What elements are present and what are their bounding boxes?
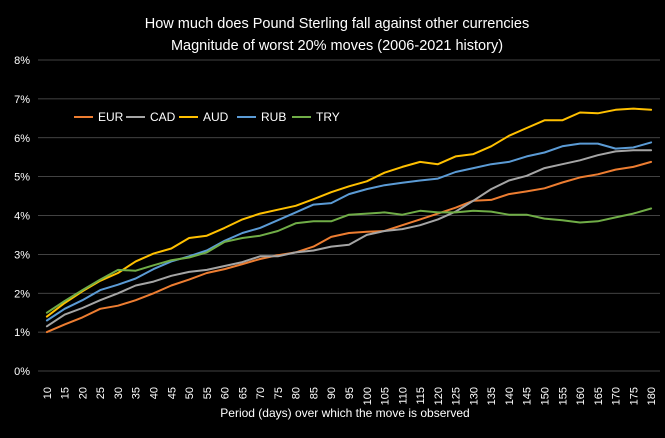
x-tick-label: 35 xyxy=(131,387,143,399)
y-tick-label: 7% xyxy=(14,94,30,106)
y-tick-label: 4% xyxy=(14,211,30,223)
y-tick-label: 1% xyxy=(14,327,30,339)
x-tick-label: 45 xyxy=(166,387,178,399)
x-tick-label: 110 xyxy=(397,387,409,405)
x-tick-label: 150 xyxy=(539,387,551,405)
x-tick-label: 75 xyxy=(273,387,285,399)
legend: EUR CAD AUD RUB TRY xyxy=(74,110,340,124)
x-tick-label: 100 xyxy=(362,387,374,405)
x-tick-label: 125 xyxy=(451,387,463,405)
legend-label-try: TRY xyxy=(316,110,340,124)
legend-label-aud: AUD xyxy=(203,110,229,124)
legend-label-eur: EUR xyxy=(98,110,124,124)
x-tick-label: 145 xyxy=(522,387,534,405)
x-tick-label: 95 xyxy=(344,387,356,399)
x-tick-label: 50 xyxy=(184,387,196,399)
y-axis-ticks: 0% 1% 2% 3% 4% 5% 6% 7% 8% xyxy=(14,55,30,378)
x-tick-label: 90 xyxy=(326,387,338,399)
x-axis-ticks: 10 15 20 25 30 35 40 45 50 55 60 65 70 75 80 85 90 95 100 1… xyxy=(42,387,658,405)
x-tick-label: 140 xyxy=(504,387,516,405)
series-line-rub xyxy=(45,141,653,322)
x-tick-label: 105 xyxy=(380,387,392,405)
x-tick-label: 65 xyxy=(237,387,249,399)
chart-subtitle: Magnitude of worst 20% moves (2006-2021 … xyxy=(171,38,503,54)
x-tick-label: 160 xyxy=(575,387,587,405)
x-tick-label: 15 xyxy=(60,387,72,399)
x-tick-label: 120 xyxy=(433,387,445,405)
y-tick-label: 6% xyxy=(14,133,30,145)
x-tick-label: 40 xyxy=(149,387,161,399)
legend-label-cad: CAD xyxy=(150,110,176,124)
x-tick-label: 130 xyxy=(468,387,480,405)
x-tick-label: 165 xyxy=(593,387,605,405)
x-tick-label: 10 xyxy=(42,387,54,399)
y-tick-label: 2% xyxy=(14,288,30,300)
x-tick-label: 70 xyxy=(255,387,267,399)
x-tick-label: 55 xyxy=(202,387,214,399)
y-tick-label: 0% xyxy=(14,366,30,378)
x-tick-label: 115 xyxy=(415,387,427,405)
x-tick-label: 20 xyxy=(77,387,89,399)
y-tick-label: 8% xyxy=(14,55,30,67)
series-line-cad xyxy=(45,149,653,328)
x-tick-label: 30 xyxy=(113,387,125,399)
x-tick-label: 135 xyxy=(486,387,498,405)
x-tick-label: 155 xyxy=(557,387,569,405)
x-tick-label: 175 xyxy=(628,387,640,405)
y-tick-label: 5% xyxy=(14,172,30,184)
x-tick-label: 80 xyxy=(291,387,303,399)
series-lines xyxy=(45,107,653,334)
series-line-aud xyxy=(45,107,653,318)
x-tick-label: 85 xyxy=(308,387,320,399)
x-tick-label: 170 xyxy=(611,387,623,405)
y-tick-label: 3% xyxy=(14,249,30,261)
series-line-try xyxy=(45,207,653,314)
series-line-eur xyxy=(45,160,653,334)
chart-title: How much does Pound Sterling fall agains… xyxy=(145,16,529,32)
x-tick-label: 25 xyxy=(95,387,107,399)
x-tick-label: 60 xyxy=(220,387,232,399)
legend-label-rub: RUB xyxy=(261,110,286,124)
x-axis-label: Period (days) over which the move is obs… xyxy=(220,406,469,420)
x-tick-label: 180 xyxy=(646,387,658,405)
